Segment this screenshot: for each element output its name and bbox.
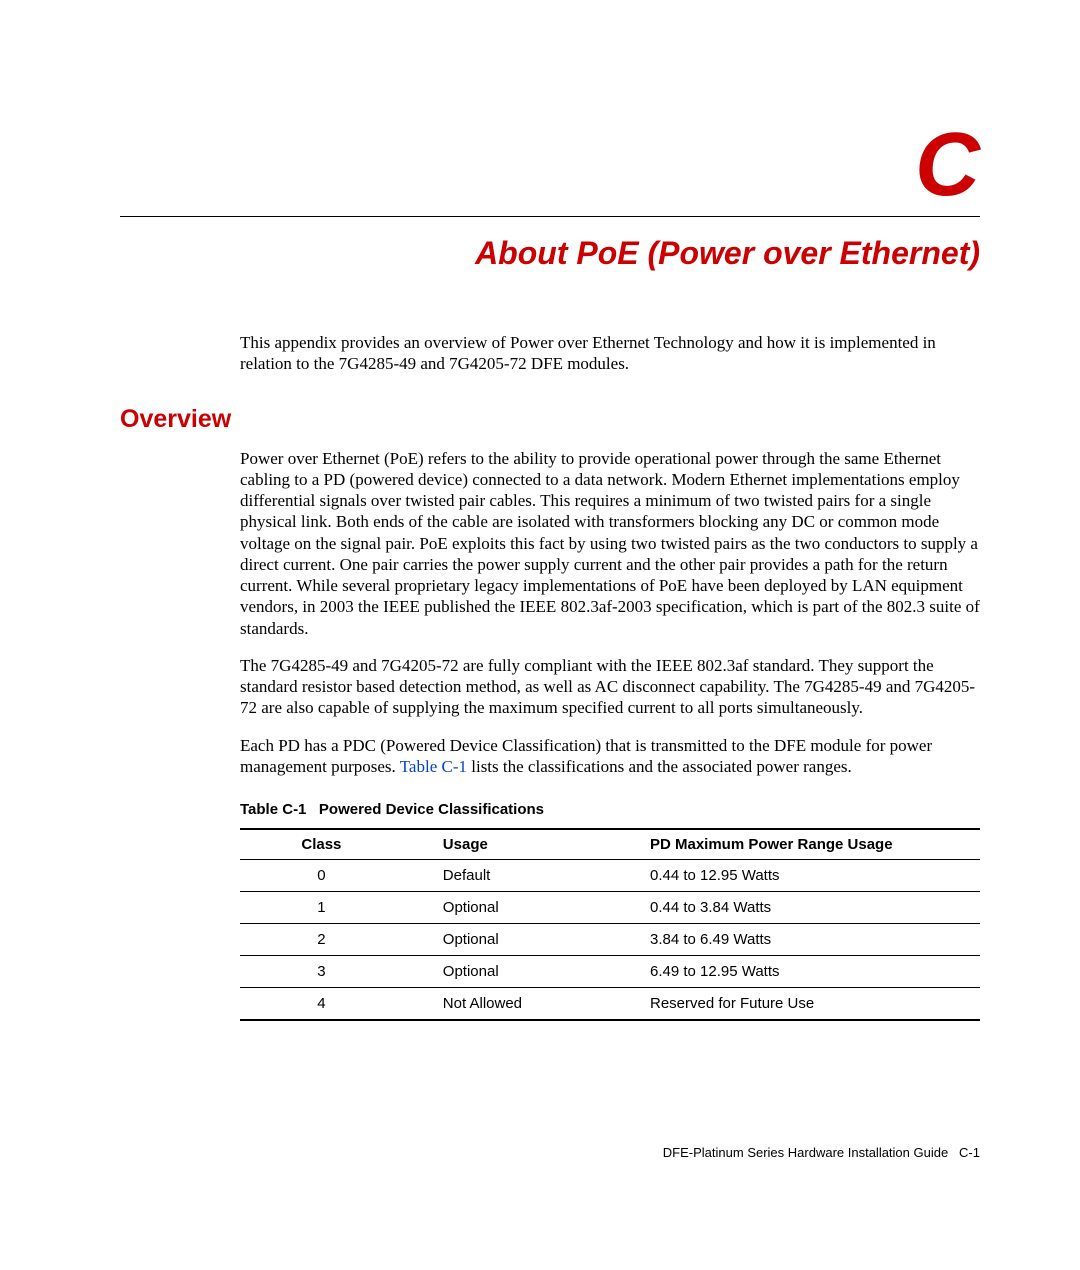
table-row: 2 Optional 3.84 to 6.49 Watts — [240, 924, 980, 956]
overview-paragraph-3: Each PD has a PDC (Powered Device Classi… — [240, 735, 980, 778]
table-c1-crossref-link[interactable]: Table C-1 — [400, 757, 467, 776]
page-container: C About PoE (Power over Ethernet) This a… — [0, 0, 1080, 1081]
cell-range: 0.44 to 3.84 Watts — [610, 892, 980, 924]
footer-doc-title: DFE-Platinum Series Hardware Installatio… — [663, 1145, 948, 1160]
table-caption: Table C-1 Powered Device Classifications — [240, 801, 980, 818]
cell-range: Reserved for Future Use — [610, 988, 980, 1021]
cell-class: 3 — [240, 956, 403, 988]
col-header-range: PD Maximum Power Range Usage — [610, 829, 980, 860]
para3-text-post: lists the classifications and the associ… — [467, 757, 852, 776]
table-row: 1 Optional 0.44 to 3.84 Watts — [240, 892, 980, 924]
cell-range: 3.84 to 6.49 Watts — [610, 924, 980, 956]
cell-usage: Optional — [403, 956, 610, 988]
col-header-usage: Usage — [403, 829, 610, 860]
cell-range: 0.44 to 12.95 Watts — [610, 860, 980, 892]
cell-class: 0 — [240, 860, 403, 892]
table-row: 0 Default 0.44 to 12.95 Watts — [240, 860, 980, 892]
footer-page-label: C-1 — [959, 1145, 980, 1160]
pdc-table: Class Usage PD Maximum Power Range Usage… — [240, 828, 980, 1021]
cell-usage: Optional — [403, 924, 610, 956]
intro-paragraph: This appendix provides an overview of Po… — [240, 332, 980, 375]
cell-class: 4 — [240, 988, 403, 1021]
page-footer: DFE-Platinum Series Hardware Installatio… — [663, 1145, 980, 1160]
cell-class: 1 — [240, 892, 403, 924]
title-rule — [120, 216, 980, 217]
chapter-title: About PoE (Power over Ethernet) — [120, 235, 980, 272]
pdc-table-wrapper: Class Usage PD Maximum Power Range Usage… — [240, 828, 980, 1021]
table-header-row: Class Usage PD Maximum Power Range Usage — [240, 829, 980, 860]
appendix-letter: C — [120, 120, 980, 210]
cell-class: 2 — [240, 924, 403, 956]
cell-usage: Not Allowed — [403, 988, 610, 1021]
col-header-class: Class — [240, 829, 403, 860]
cell-usage: Default — [403, 860, 610, 892]
table-row: 3 Optional 6.49 to 12.95 Watts — [240, 956, 980, 988]
table-caption-prefix: Table C-1 — [240, 801, 306, 818]
cell-range: 6.49 to 12.95 Watts — [610, 956, 980, 988]
overview-paragraph-2: The 7G4285-49 and 7G4205-72 are fully co… — [240, 655, 980, 719]
section-heading-overview: Overview — [120, 405, 980, 434]
table-caption-title: Powered Device Classifications — [319, 801, 544, 818]
overview-paragraph-1: Power over Ethernet (PoE) refers to the … — [240, 448, 980, 639]
cell-usage: Optional — [403, 892, 610, 924]
table-row: 4 Not Allowed Reserved for Future Use — [240, 988, 980, 1021]
